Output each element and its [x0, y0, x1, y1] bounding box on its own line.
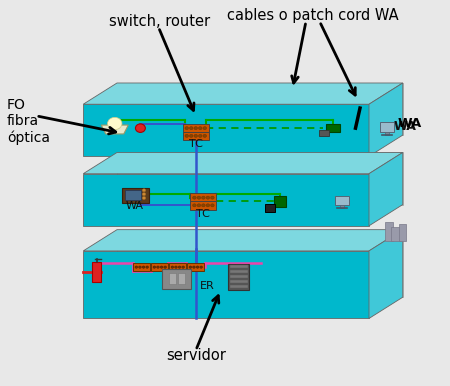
Bar	[335, 196, 349, 205]
Bar	[265, 204, 275, 212]
Circle shape	[175, 266, 177, 268]
Bar	[92, 262, 101, 282]
Circle shape	[203, 127, 207, 130]
Circle shape	[206, 196, 210, 199]
Circle shape	[142, 196, 146, 200]
Circle shape	[153, 266, 156, 268]
Circle shape	[203, 134, 207, 137]
Circle shape	[142, 266, 145, 268]
Circle shape	[211, 204, 214, 207]
Text: ER: ER	[200, 281, 214, 291]
Bar	[274, 196, 286, 207]
Polygon shape	[83, 83, 403, 104]
Bar	[385, 222, 393, 241]
Bar	[230, 269, 248, 273]
Text: FO
fibra
óptica: FO fibra óptica	[7, 98, 50, 145]
Polygon shape	[83, 251, 369, 318]
Circle shape	[139, 266, 141, 268]
Bar	[230, 265, 248, 268]
Bar	[125, 190, 141, 200]
Text: TC: TC	[197, 209, 210, 219]
Polygon shape	[369, 83, 403, 156]
Bar	[183, 124, 209, 132]
Circle shape	[160, 266, 163, 268]
Bar	[230, 275, 248, 278]
Bar	[319, 130, 329, 136]
Polygon shape	[83, 230, 403, 251]
Text: TC: TC	[189, 139, 202, 149]
Circle shape	[185, 127, 189, 130]
Polygon shape	[83, 152, 403, 174]
Bar	[151, 263, 168, 271]
Bar	[190, 193, 216, 202]
Circle shape	[211, 196, 214, 199]
Circle shape	[164, 266, 166, 268]
Circle shape	[189, 127, 193, 130]
Bar	[385, 132, 389, 135]
Bar	[133, 263, 150, 271]
Polygon shape	[117, 152, 403, 205]
Circle shape	[193, 204, 196, 207]
Circle shape	[206, 204, 210, 207]
Text: WA: WA	[394, 120, 416, 133]
Text: WA: WA	[126, 201, 144, 211]
Polygon shape	[369, 152, 403, 226]
Text: servidor: servidor	[166, 348, 226, 362]
Polygon shape	[83, 174, 369, 226]
Circle shape	[108, 117, 122, 130]
Circle shape	[197, 196, 201, 199]
Circle shape	[200, 266, 202, 268]
Circle shape	[135, 124, 145, 132]
Circle shape	[197, 204, 201, 207]
Bar	[399, 224, 406, 241]
Bar	[190, 201, 216, 210]
Circle shape	[198, 134, 202, 137]
Circle shape	[185, 134, 189, 137]
Circle shape	[196, 266, 199, 268]
Circle shape	[202, 204, 205, 207]
Circle shape	[142, 193, 146, 196]
Circle shape	[193, 196, 196, 199]
Circle shape	[189, 134, 193, 137]
Circle shape	[194, 134, 198, 137]
Circle shape	[142, 189, 146, 192]
Circle shape	[171, 266, 174, 268]
Bar	[391, 227, 401, 241]
Circle shape	[193, 266, 195, 268]
Polygon shape	[117, 230, 403, 297]
Circle shape	[202, 196, 205, 199]
Circle shape	[189, 266, 192, 268]
Circle shape	[135, 266, 138, 268]
Circle shape	[146, 266, 148, 268]
Bar	[380, 122, 394, 132]
Polygon shape	[101, 125, 128, 134]
Bar	[326, 124, 340, 132]
Circle shape	[182, 266, 184, 268]
Bar	[230, 279, 248, 283]
Bar	[169, 273, 176, 284]
Circle shape	[198, 127, 202, 130]
Bar	[230, 285, 248, 288]
Polygon shape	[117, 83, 403, 135]
Circle shape	[157, 266, 159, 268]
Text: WA: WA	[397, 117, 422, 130]
Bar	[228, 264, 249, 290]
Circle shape	[178, 266, 181, 268]
Bar	[162, 269, 192, 289]
Circle shape	[194, 127, 198, 130]
Bar	[187, 263, 204, 271]
Text: cables o patch cord WA: cables o patch cord WA	[227, 8, 399, 23]
Polygon shape	[83, 104, 369, 156]
Bar	[122, 188, 148, 203]
Bar	[340, 205, 344, 208]
Text: switch, router: switch, router	[109, 14, 210, 29]
Bar	[178, 273, 184, 284]
Bar	[183, 132, 209, 140]
Polygon shape	[369, 230, 403, 318]
Bar	[169, 263, 186, 271]
